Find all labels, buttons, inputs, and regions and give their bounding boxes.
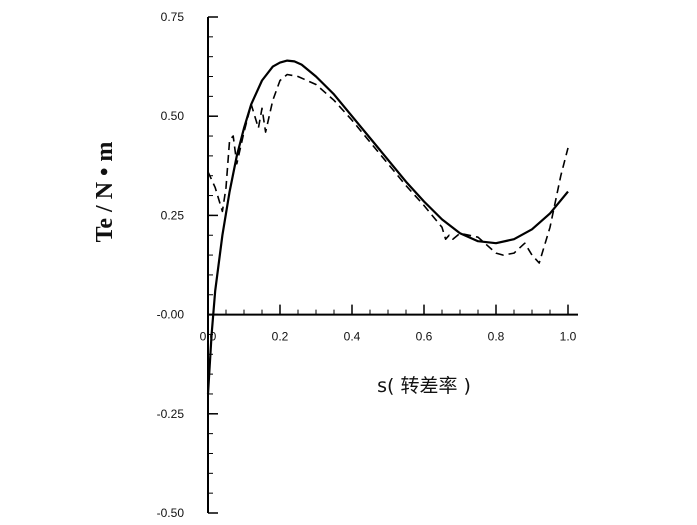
y-ticks: 0.75 0.50 0.25 -0.00 -0.25 -0.50 xyxy=(157,10,218,520)
axes xyxy=(207,17,578,513)
x-tick-label: 0.2 xyxy=(272,330,289,344)
series-line-solid xyxy=(206,59,569,395)
x-tick-label: 1.0 xyxy=(560,330,577,344)
y-tick-label: 0.25 xyxy=(161,208,185,222)
x-tick-label: 0.0 xyxy=(200,330,217,344)
x-tick-label: 0.6 xyxy=(416,330,433,344)
series-line-dashed xyxy=(207,73,569,264)
y-tick-label: 0.50 xyxy=(161,109,185,123)
y-tick-label: -0.25 xyxy=(157,407,185,421)
x-tick-label: 0.4 xyxy=(344,330,361,344)
series-layer xyxy=(206,59,569,395)
y-tick-label: -0.50 xyxy=(157,506,185,520)
x-ticks: 0.0 0.2 0.4 0.6 0.8 1.0 xyxy=(200,304,577,344)
y-axis-label: Te / N • m xyxy=(92,142,118,243)
x-axis-label: s( 转差率 ) xyxy=(377,375,471,397)
x-tick-label: 0.8 xyxy=(488,330,505,344)
y-tick-label: 0.75 xyxy=(161,10,185,24)
y-tick-label: -0.00 xyxy=(157,308,185,322)
